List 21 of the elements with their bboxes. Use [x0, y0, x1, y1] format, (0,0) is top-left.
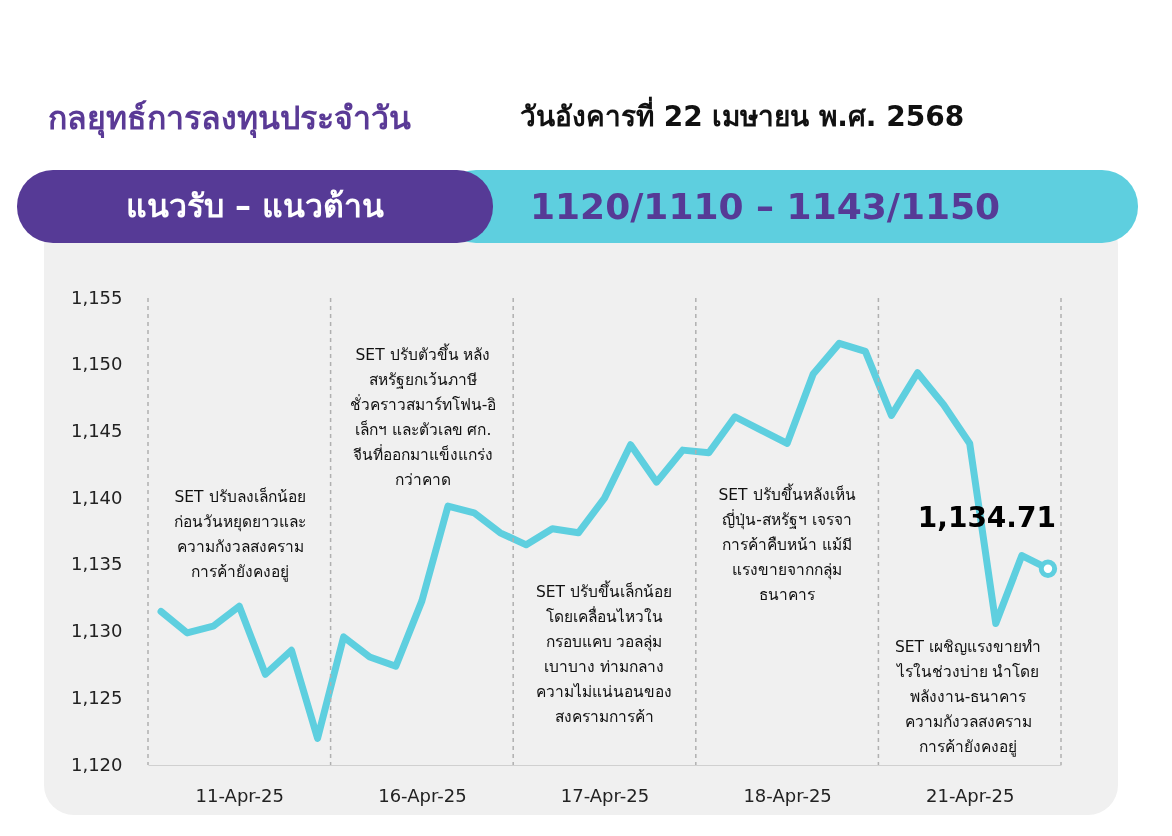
x-tick-label: 11-Apr-25	[195, 784, 284, 806]
y-tick-label: 1,140	[70, 486, 123, 508]
annotation: SET ปรับขึ้นเล็กน้อย โดยเคลื่อนไหวใน กรอบแคบ วอลลุ่ม เบาบาง ท่ามกลาง ความไม่แน่นอนของ สงครามการค้า	[535, 580, 673, 726]
y-tick-label: 1,155	[70, 286, 123, 308]
x-tick-label: 17-Apr-25	[560, 784, 650, 806]
x-tick-label: 18-Apr-25	[743, 784, 832, 806]
y-tick-label: 1,125	[70, 686, 123, 708]
y-tick-label: 1,120	[70, 753, 123, 775]
y-tick-label: 1,145	[70, 419, 123, 441]
annotation: SET เผชิญแรงขายทำ ไรในช่วงบ่าย นำโดย พลังงาน-ธนาคาร ความกังวลสงคราม การค้ายังคงอยู่	[894, 638, 1042, 757]
annotation: SET ปรับลงเล็กน้อย ก่อนวันหยุดยาวและ ความกังวลสงคราม การค้ายังคงอยู่	[174, 487, 306, 582]
y-tick-label: 1,150	[70, 353, 123, 375]
text: 1120/1110 – 1143/1150	[530, 185, 1001, 229]
annotation: SET ปรับตัวขึ้น หลัง สหรัฐยกเว้นภาษี ชั่วคราวสมาร์ทโฟน-อิ เล็กฯ และตัวเลข ศก. จีนที่ออกมาแข็งแกร่ง กว่าคาด	[349, 343, 497, 489]
chart-subtitle: วันอังคารที่ 22 เมษายน พ.ศ. 2568	[520, 95, 965, 135]
annotation: SET ปรับขึ้นหลังเห็น ญี่ปุ่น-สหรัฐฯ เจรจา การค้าคืบหน้า แม้มี แรงขายจากกลุ่ม ธนาคาร	[718, 483, 856, 604]
chart-title: กลยุทธ์การลงทุนประจำวัน	[48, 98, 411, 140]
x-tick-label: 16-Apr-25	[378, 784, 467, 806]
y-tick-label: 1,130	[70, 620, 123, 642]
y-tick-label: 1,135	[70, 553, 123, 575]
x-tick-label: 21-Apr-25	[926, 784, 1015, 806]
